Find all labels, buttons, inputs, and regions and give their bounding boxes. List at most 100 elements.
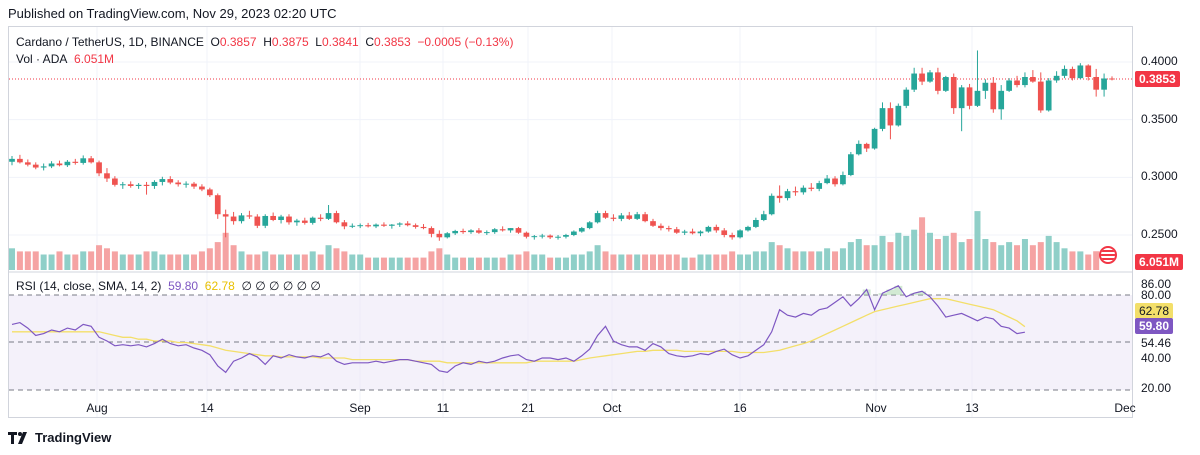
volume-bar [673,254,680,270]
tradingview-logo-icon [8,431,30,444]
volume-bar [230,245,237,270]
rsi-tick-label: 20.00 [1141,381,1172,395]
volume-bar [198,251,205,270]
rsi-tick-label: 86.00 [1141,277,1172,291]
volume-bar [349,254,356,270]
candle-body [547,235,553,238]
candle-body [1061,68,1068,76]
candle-body [112,178,118,185]
volume-bar [768,242,775,270]
volume-bar [183,254,190,270]
rsi-placeholders: ∅ ∅ ∅ ∅ ∅ ∅ [241,279,321,293]
candle-body [396,223,403,225]
current-price-badge: 0.3853 [1135,71,1180,87]
volume-bar [982,239,989,270]
candle-body [515,228,522,233]
rsi-label[interactable]: RSI (14, close, SMA, 14, 2) [16,279,162,293]
volume-bar [1029,245,1036,270]
time-tick-label: Nov [865,401,887,415]
volume-bar [8,248,16,270]
candle-body [768,195,775,215]
volume-bar [206,248,213,270]
volume-bar [816,251,823,270]
candle-body [555,236,561,238]
candle-body [191,183,197,187]
candle-body [1030,76,1036,82]
candle-body [927,72,933,82]
volume-bar [293,254,300,270]
open-value: 0.3857 [219,35,257,49]
volume-bar [665,254,672,270]
volume-bar [824,248,831,270]
candle-body [610,217,617,219]
volume-bar [444,254,451,270]
rsi-tick-label: 40.00 [1141,351,1172,365]
volume-bar [547,257,554,270]
volume-label[interactable]: Vol · ADA [16,52,68,66]
candle-body [1014,80,1020,86]
volume-bar [373,257,380,270]
candle-body [871,128,878,149]
volume-bar [863,245,870,270]
rsi-tick-label: 54.46 [1141,336,1172,350]
volume-bar [776,245,783,270]
time-tick-label: 14 [200,401,214,415]
candle-body [618,215,625,219]
candle-body [729,235,735,238]
candle-body [491,229,498,233]
volume-bar [475,257,482,270]
candle-body [357,225,364,227]
volume-bar [634,254,641,270]
tradingview-brand: TradingView [35,430,112,445]
candle-body [539,235,546,237]
volume-bar [737,254,744,270]
candle-body [713,226,720,231]
volume-bar [428,251,435,270]
volume-bar [436,248,443,270]
chart-frame[interactable] [8,26,1133,418]
volume-bar [808,251,815,270]
volume-bar [325,245,332,270]
candle-body [594,213,601,223]
volume-bar [839,248,846,270]
volume-bar [278,254,285,270]
candle-body [966,87,973,106]
candle-body [1109,78,1115,80]
volume-bar [998,245,1005,270]
tradingview-logo[interactable]: TradingView [8,430,111,445]
volume-bar [80,251,87,270]
candle-body [745,226,751,231]
volume-bar [895,232,902,270]
candle-body [863,143,870,149]
volume-bar [143,251,150,270]
candle-body [1101,78,1107,90]
candle-body [1077,65,1084,79]
candle-body [159,179,166,182]
candle-body [1069,68,1076,79]
symbol-label[interactable]: Cardano / TetherUS, 1D, BINANCE [16,35,204,49]
volume-bar [270,254,277,270]
volume-bar [1085,254,1092,270]
flag-icon[interactable] [1099,246,1117,264]
change-value: −0.0005 (−0.13%) [417,35,514,49]
volume-bar [562,257,569,270]
volume-bar [642,254,649,270]
candle-body [9,158,15,162]
volume-bar [974,211,981,270]
volume-bar [1037,242,1044,270]
volume-bar [135,254,142,270]
volume-bar [452,257,459,270]
candle-body [135,184,142,186]
candle-body [278,216,284,221]
candle-body [998,90,1005,110]
volume-bar [879,235,886,270]
volume-bar [705,254,712,270]
volume-bar [301,254,308,270]
candle-body [301,220,308,223]
time-tick-label: Aug [86,401,108,415]
candle-body [270,215,276,221]
volume-bar [792,251,799,270]
candle-body [56,163,63,166]
candle-body [143,184,150,186]
